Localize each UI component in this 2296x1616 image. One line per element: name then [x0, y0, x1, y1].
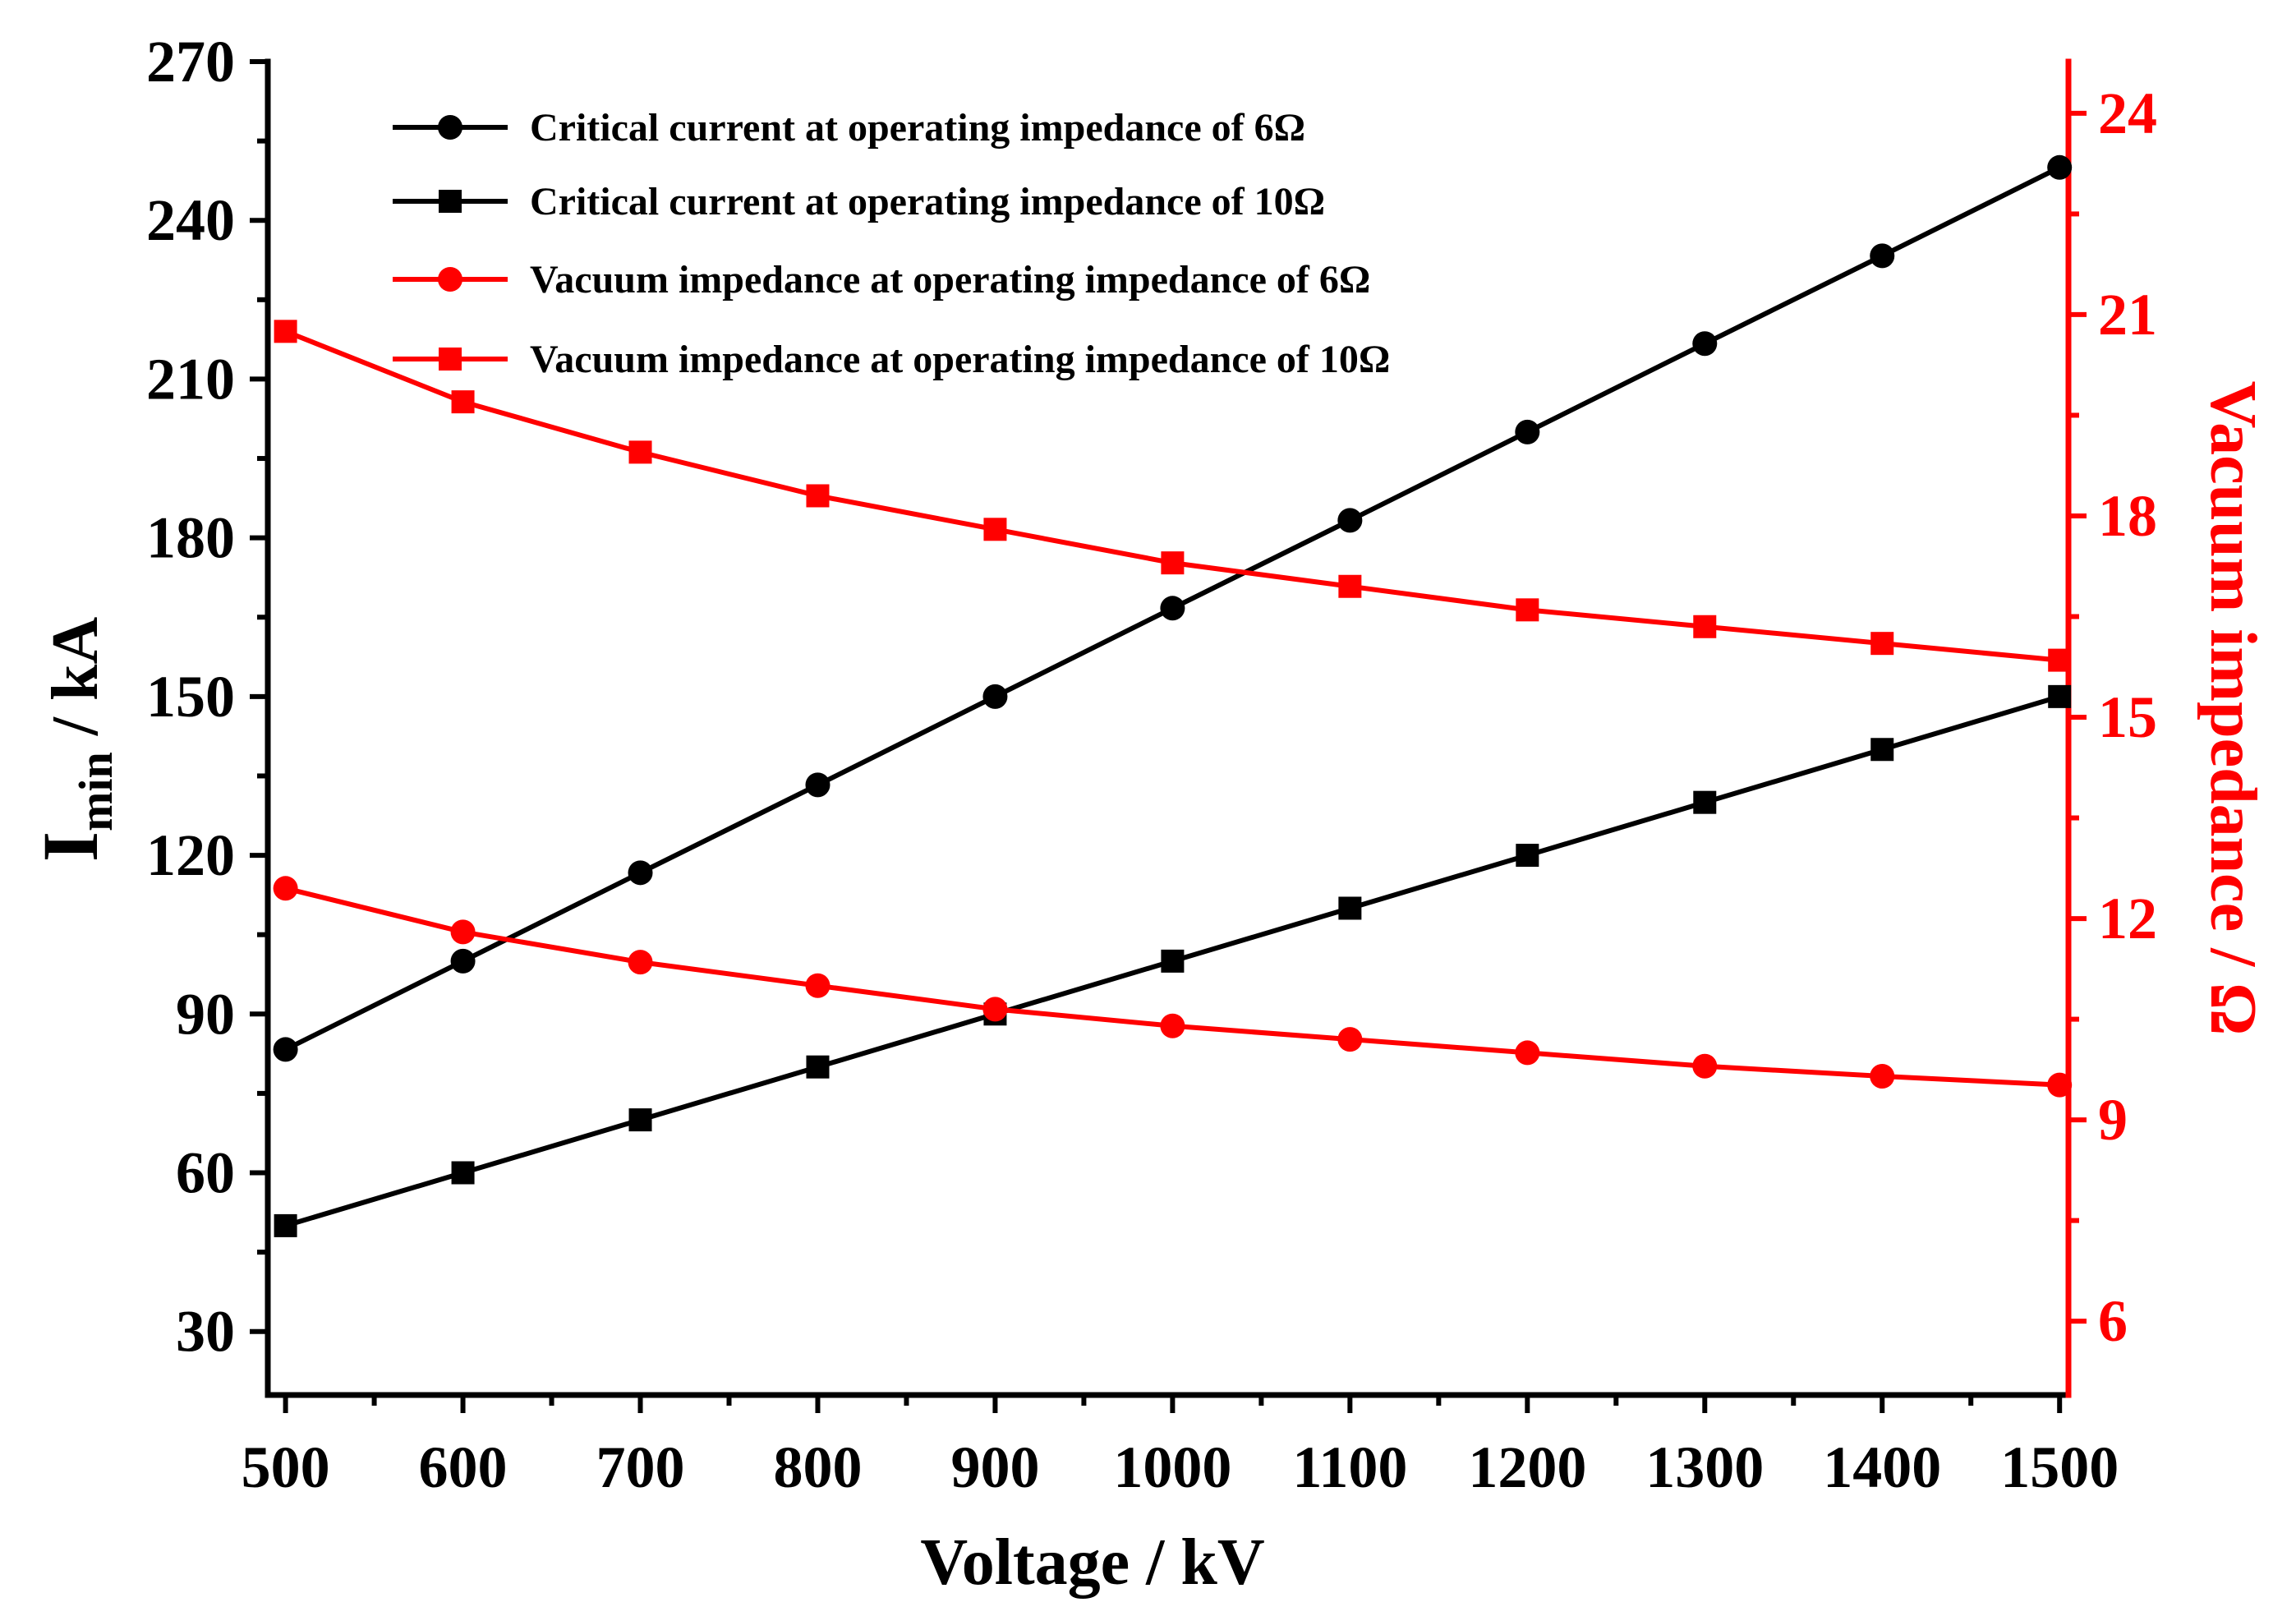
data-point — [450, 919, 476, 945]
data-point — [2047, 154, 2073, 180]
series-4 — [274, 320, 2072, 672]
x-tick-label: 600 — [419, 1434, 508, 1500]
y-axis-title-main: I — [26, 831, 114, 862]
legend-marker — [438, 267, 462, 292]
x-tick-label: 900 — [950, 1434, 1039, 1500]
data-point — [983, 518, 1007, 541]
data-point — [628, 1108, 652, 1132]
y2-tick-label: 21 — [2098, 282, 2157, 348]
data-point — [1692, 1053, 1718, 1079]
y2-axis-title: Vacuum impedance / Ω — [2197, 381, 2269, 1036]
data-point — [1515, 419, 1540, 444]
data-point — [1693, 615, 1717, 638]
series-2 — [274, 684, 2072, 1237]
y-tick-label: 30 — [176, 1299, 235, 1365]
data-point — [1870, 632, 1894, 656]
legend-label: Vacuum impedance at operating impedance … — [530, 258, 1370, 302]
data-point — [451, 390, 475, 414]
data-point — [1338, 574, 1362, 598]
legend-label: Critical current at operating impedance … — [530, 180, 1325, 223]
data-point — [1693, 790, 1717, 814]
data-point — [1516, 598, 1539, 622]
axes-layer: 500 600 700 800 900 1000 1100 1200 1300 1400 1500 3… — [146, 29, 2157, 1500]
data-point — [450, 948, 476, 974]
y-tick-label: 180 — [146, 505, 235, 571]
data-point — [274, 320, 297, 343]
y-tick-label: 210 — [146, 346, 235, 412]
legend-label: Vacuum impedance at operating impedance … — [530, 338, 1390, 381]
x-tick-label: 700 — [596, 1434, 685, 1500]
y-tick-label: 60 — [176, 1140, 235, 1206]
x-tick-label: 500 — [242, 1434, 330, 1500]
data-point — [982, 997, 1008, 1022]
series-3 — [273, 876, 2073, 1098]
data-point — [1160, 1013, 1185, 1038]
x-tick-label: 800 — [773, 1434, 862, 1500]
data-point — [982, 684, 1008, 709]
series-layer — [273, 154, 2073, 1237]
x-tick-label: 1400 — [1823, 1434, 1941, 1500]
y2-tick-label: 18 — [2098, 483, 2157, 549]
data-point — [1870, 243, 1895, 269]
x-axis-title: Voltage / kV — [920, 1526, 1264, 1599]
data-point — [1515, 1040, 1540, 1066]
data-point — [628, 860, 653, 886]
data-point — [273, 876, 298, 901]
data-point — [2048, 648, 2072, 672]
data-point — [1692, 331, 1718, 357]
data-point — [805, 973, 831, 998]
y-tick-label: 270 — [146, 29, 235, 94]
x-tick-label: 1500 — [2000, 1434, 2119, 1500]
data-point — [1516, 844, 1539, 868]
y2-tick-label: 24 — [2098, 81, 2157, 146]
y-tick-label: 90 — [176, 981, 235, 1047]
y-tick-label: 240 — [146, 187, 235, 253]
data-point — [806, 484, 830, 508]
series-1 — [273, 154, 2073, 1062]
data-point — [628, 950, 653, 975]
y-axis-title: Imin / kA — [26, 617, 122, 863]
y2-tick-label: 15 — [2098, 684, 2157, 750]
x-tick-label: 1300 — [1645, 1434, 1764, 1500]
y2-tick-label: 6 — [2098, 1288, 2128, 1354]
y-tick-label: 150 — [146, 664, 235, 730]
legend-marker — [439, 348, 462, 371]
data-point — [274, 1213, 297, 1237]
y-axis-title-subscript: min — [69, 752, 122, 831]
data-point — [628, 440, 652, 464]
data-point — [1337, 1027, 1363, 1052]
x-tick-label: 1100 — [1292, 1434, 1407, 1500]
y-tick-label: 120 — [146, 822, 235, 888]
data-point — [806, 1055, 830, 1079]
data-point — [273, 1037, 298, 1062]
data-point — [1337, 508, 1363, 533]
legend-marker — [439, 190, 462, 213]
legend: Critical current at operating impedance … — [393, 106, 1390, 381]
x-tick-label: 1000 — [1113, 1434, 1231, 1500]
data-point — [1161, 551, 1185, 575]
data-point — [1161, 949, 1185, 973]
y2-tick-label: 12 — [2098, 886, 2157, 951]
data-point — [451, 1161, 475, 1185]
legend-marker — [438, 115, 462, 140]
data-point — [1870, 738, 1894, 762]
x-tick-label: 1200 — [1468, 1434, 1586, 1500]
y-axis-title-unit: / kA — [39, 617, 112, 753]
data-point — [2048, 684, 2072, 708]
data-point — [1338, 896, 1362, 920]
data-point — [1870, 1064, 1895, 1089]
data-point — [2047, 1072, 2073, 1098]
y2-tick-label: 9 — [2098, 1087, 2128, 1153]
data-point — [1160, 596, 1185, 621]
legend-label: Critical current at operating impedance … — [530, 106, 1305, 150]
data-point — [805, 772, 831, 798]
